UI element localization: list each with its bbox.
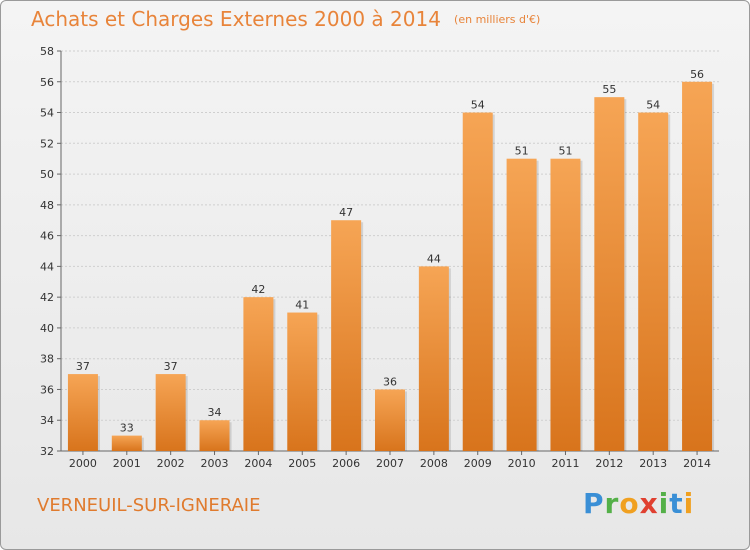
y-tick-label: 54 — [40, 107, 54, 120]
data-label: 36 — [383, 375, 397, 388]
y-tick-label: 44 — [40, 260, 54, 273]
bar — [638, 112, 669, 452]
bar — [550, 158, 581, 451]
title-row: Achats et Charges Externes 2000 à 2014 (… — [31, 7, 540, 31]
x-tick-label: 2014 — [683, 457, 711, 470]
y-tick-label: 36 — [40, 383, 54, 396]
x-tick-label: 2012 — [595, 457, 623, 470]
x-tick-label: 2006 — [332, 457, 360, 470]
x-tick-label: 2013 — [639, 457, 667, 470]
data-label: 42 — [251, 283, 265, 296]
y-tick-label: 50 — [40, 168, 54, 181]
y-tick-label: 56 — [40, 76, 54, 89]
bars — [67, 81, 715, 452]
logo-letter: t — [669, 487, 684, 520]
x-tick-label: 2005 — [288, 457, 316, 470]
data-label: 44 — [427, 252, 441, 265]
x-tick-label: 2002 — [157, 457, 185, 470]
data-label: 55 — [602, 83, 616, 96]
y-tick-label: 48 — [40, 199, 54, 212]
y-tick-label: 52 — [40, 137, 54, 150]
bar — [199, 420, 230, 451]
y-tick-label: 34 — [40, 414, 54, 427]
logo-letter: x — [639, 487, 659, 520]
y-tick-label: 46 — [40, 230, 54, 243]
data-label: 56 — [690, 68, 704, 81]
x-tick-label: 2007 — [376, 457, 404, 470]
data-label: 51 — [515, 145, 529, 158]
bar — [287, 312, 318, 451]
x-tick-label: 2001 — [113, 457, 141, 470]
bar — [462, 112, 493, 452]
data-label: 51 — [558, 145, 572, 158]
place-name: VERNEUIL-SUR-IGNERAIE — [37, 495, 261, 516]
bar — [418, 266, 449, 451]
logo-letter: P — [583, 487, 605, 520]
bar — [331, 220, 362, 451]
logo-letter: r — [604, 487, 620, 520]
bar — [67, 374, 98, 451]
x-tick-label: 2009 — [464, 457, 492, 470]
y-tick-label: 40 — [40, 322, 54, 335]
bar — [506, 158, 537, 451]
y-tick-label: 38 — [40, 353, 54, 366]
bar — [375, 389, 405, 451]
y-tick-label: 58 — [40, 45, 54, 58]
y-tick-label: 42 — [40, 291, 54, 304]
chart-subtitle: (en milliers d'€) — [454, 13, 541, 26]
x-tick-label: 2004 — [244, 457, 272, 470]
data-label: 54 — [471, 99, 485, 112]
bar — [594, 97, 625, 452]
logo-letter: i — [683, 487, 695, 520]
data-label: 47 — [339, 206, 353, 219]
chart-title: Achats et Charges Externes 2000 à 2014 — [31, 7, 441, 31]
data-label: 37 — [76, 360, 90, 373]
bar — [155, 374, 186, 451]
axes: 32 34 36 38 40 42 44 46 48 50 52 54 56 58 2000 2001 2002… — [40, 45, 719, 470]
data-label: 34 — [208, 406, 222, 419]
data-label: 54 — [646, 99, 660, 112]
proxiti-logo[interactable]: Proxiti — [583, 487, 694, 520]
bar — [682, 81, 713, 452]
data-label: 33 — [120, 422, 134, 435]
y-tick-label: 32 — [40, 445, 54, 458]
bar — [111, 435, 142, 451]
data-labels: 37 33 37 34 42 41 47 36 44 54 51 51 55 54 56 — [76, 68, 704, 435]
logo-letter: i — [658, 487, 670, 520]
data-label: 41 — [295, 299, 309, 312]
x-tick-label: 2000 — [69, 457, 97, 470]
logo-letter: o — [619, 487, 640, 520]
x-tick-label: 2008 — [420, 457, 448, 470]
x-tick-label: 2011 — [551, 457, 579, 470]
x-tick-label: 2003 — [201, 457, 229, 470]
data-label: 37 — [164, 360, 178, 373]
x-tick-label: 2010 — [508, 457, 536, 470]
bar — [243, 297, 274, 451]
